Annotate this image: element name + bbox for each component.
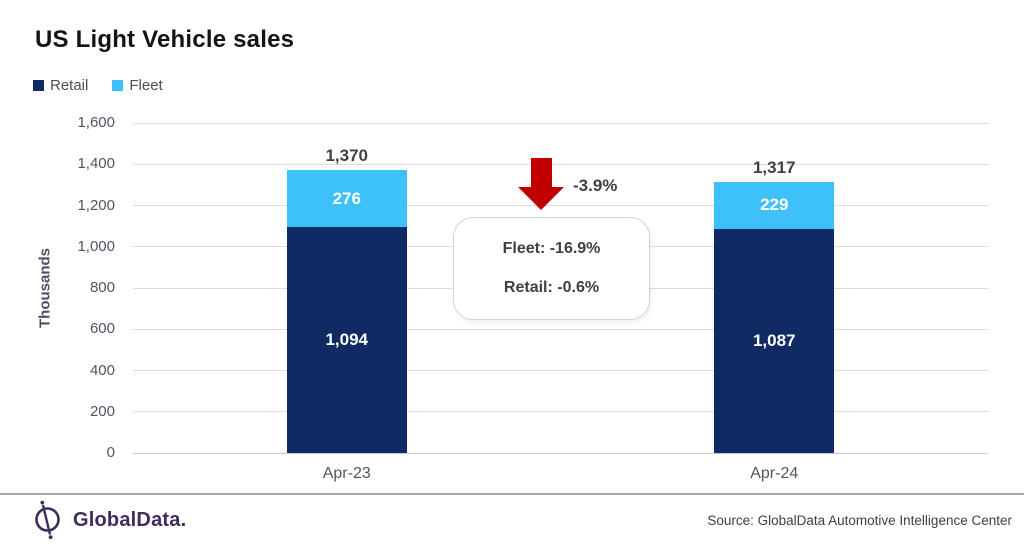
y-tick-label: 200 bbox=[89, 402, 115, 420]
globaldata-logo-icon bbox=[35, 500, 60, 540]
bar-value-label: 1,094 bbox=[325, 330, 369, 350]
legend-label-retail: Retail bbox=[50, 77, 89, 94]
retail-swatch-icon bbox=[33, 80, 44, 91]
y-tick-label: 600 bbox=[89, 320, 115, 338]
y-tick-label: 1,400 bbox=[77, 155, 115, 173]
down-arrow-icon bbox=[518, 158, 564, 210]
bar-segment-fleet: 229 bbox=[714, 181, 835, 229]
legend-item-retail: Retail bbox=[33, 77, 88, 94]
gridline bbox=[133, 122, 988, 124]
bar-value-label: 229 bbox=[760, 195, 789, 215]
bar-value-label: 1,087 bbox=[752, 330, 796, 350]
page-title: US Light Vehicle sales bbox=[35, 26, 295, 53]
legend-item-fleet: Fleet bbox=[112, 77, 163, 94]
brand-name: GlobalData. bbox=[73, 508, 187, 531]
fleet-change-label: Fleet: -16.9% bbox=[502, 239, 601, 257]
change-callout-box: Fleet: -16.9% Retail: -0.6% bbox=[453, 217, 650, 320]
gridline bbox=[133, 205, 988, 206]
y-tick-label: 1,000 bbox=[77, 237, 115, 255]
x-axis-label: Apr-23 bbox=[322, 465, 371, 482]
legend-label-fleet: Fleet bbox=[129, 77, 163, 94]
gridline bbox=[133, 163, 988, 165]
y-tick-label: 1,200 bbox=[77, 196, 115, 214]
bar-total-label: 1,370 bbox=[325, 146, 369, 166]
y-tick-label: 1,600 bbox=[77, 114, 115, 131]
bar-segment-retail: 1,087 bbox=[714, 228, 835, 453]
source-attribution: Source: GlobalData Automotive Intelligen… bbox=[707, 513, 1012, 528]
bar-total-label: 1,317 bbox=[752, 157, 796, 177]
footer-divider bbox=[0, 493, 1024, 495]
brand-logo: GlobalData. bbox=[33, 500, 186, 540]
fleet-swatch-icon bbox=[112, 80, 124, 91]
bar-segment-fleet: 276 bbox=[286, 170, 407, 228]
y-tick-label: 400 bbox=[89, 361, 115, 379]
overall-change-label: -3.9% bbox=[573, 176, 618, 195]
gridline bbox=[133, 411, 988, 413]
legend: Retail Fleet bbox=[33, 77, 163, 94]
gridline bbox=[133, 370, 988, 371]
gridline bbox=[133, 328, 988, 330]
bar-value-label: 276 bbox=[332, 188, 361, 208]
y-tick-label: 0 bbox=[106, 444, 115, 461]
gridline bbox=[133, 452, 988, 454]
y-tick-label: 800 bbox=[89, 279, 115, 296]
bar-segment-retail: 1,094 bbox=[286, 227, 407, 453]
x-axis-label: Apr-24 bbox=[750, 465, 799, 482]
retail-change-label: Retail: -0.6% bbox=[503, 279, 600, 297]
